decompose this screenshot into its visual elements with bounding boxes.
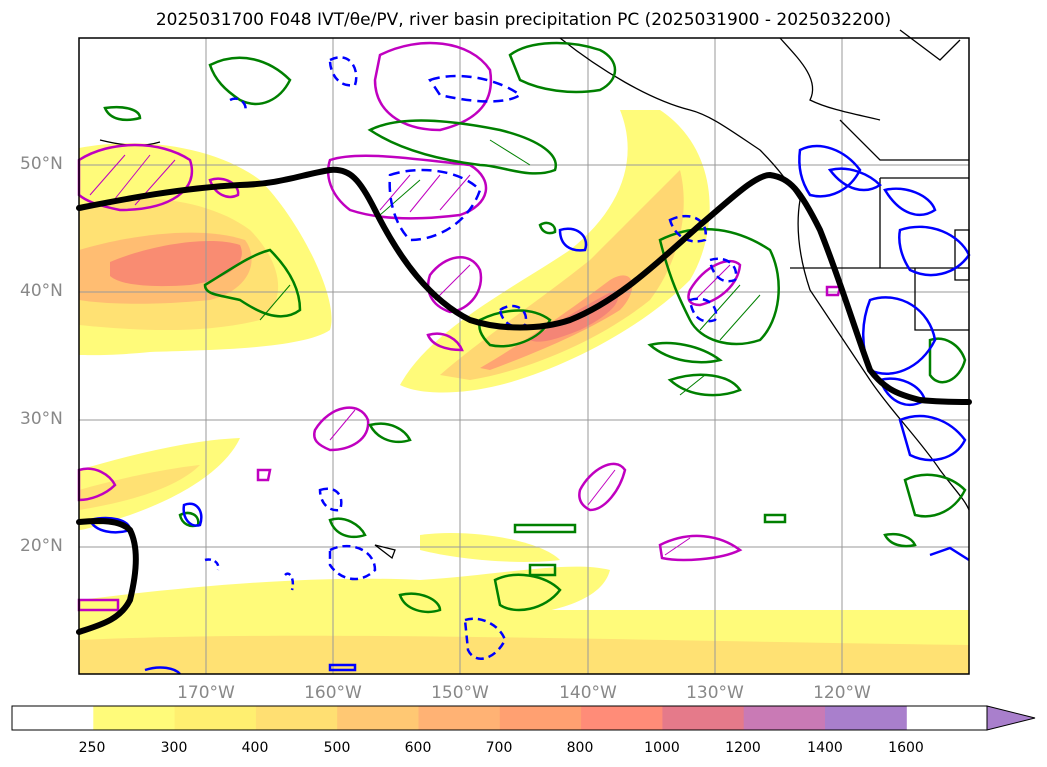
pv-hatching: [89, 154, 731, 556]
colorbar-tick-700: 700: [485, 740, 513, 756]
colorbar-segment: [174, 706, 257, 730]
colorbar-tick-1000: 1000: [644, 740, 680, 756]
lat-label-20n: 20°N: [20, 536, 63, 556]
lat-label-30n: 30°N: [20, 409, 63, 429]
theta-blue-contours: [88, 56, 971, 675]
colorbar-tick-400: 400: [241, 740, 269, 756]
grid-lines: [79, 38, 969, 674]
plot-frame: [78, 37, 970, 675]
colorbar-frame: [11, 705, 988, 731]
theta-green-hatching: [259, 139, 761, 396]
lon-label-170w: 170°W: [177, 683, 235, 703]
lat-label-40n: 40°N: [20, 281, 63, 301]
plot-title: 2025031700 F048 IVT/θe/PV, river basin p…: [155, 10, 892, 30]
jet-line: [76, 166, 972, 635]
lat-label-50n: 50°N: [20, 154, 63, 174]
lon-label-140w: 140°W: [559, 683, 617, 703]
colorbar-segment: [581, 706, 663, 730]
colorbar-tick-1400: 1400: [807, 740, 843, 756]
colorbar-segment: [662, 706, 745, 730]
colorbar-tick-300: 300: [160, 740, 188, 756]
colorbar-segment: [12, 706, 94, 730]
colorbar-segment: [418, 706, 501, 730]
theta-green-contours: [103, 41, 967, 614]
colorbar-tick-1200: 1200: [725, 740, 761, 756]
lon-label-120w: 120°W: [813, 683, 871, 703]
colorbar-tick-250: 250: [78, 740, 106, 756]
lon-label-150w: 150°W: [431, 683, 489, 703]
colorbar-segment: [743, 706, 826, 730]
colorbar-segment: [255, 706, 338, 730]
colorbar: [11, 705, 1036, 731]
colorbar-segment: [825, 706, 907, 730]
colorbar-segment: [337, 706, 419, 730]
colorbar-tick-800: 800: [566, 740, 594, 756]
colorbar-extend-arrow: [986, 705, 1036, 731]
colorbar-segment: [93, 706, 176, 730]
colorbar-tick-1600: 1600: [888, 740, 924, 756]
colorbar-segment: [499, 706, 582, 730]
lon-label-160w: 160°W: [304, 683, 362, 703]
colorbar-tick-500: 500: [323, 740, 351, 756]
colorbar-tick-600: 600: [404, 740, 432, 756]
lon-label-130w: 130°W: [686, 683, 744, 703]
